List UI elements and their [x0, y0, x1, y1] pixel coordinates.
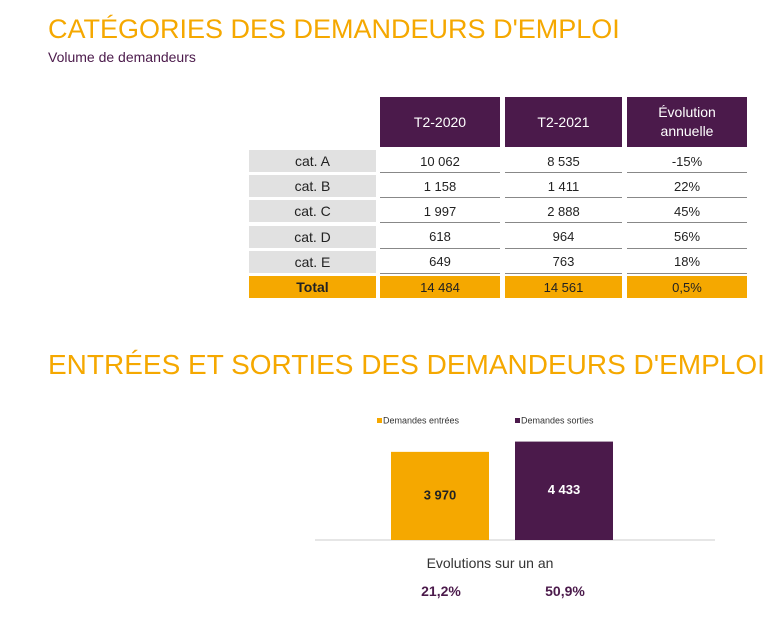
legend-label: Demandes sorties — [521, 415, 594, 425]
header-cell: T2-2021 — [505, 97, 622, 147]
total-cell: 14 484 — [380, 276, 500, 298]
row-label: cat. B — [249, 175, 376, 198]
row-label: cat. A — [249, 150, 376, 172]
data-cell: 8 535 — [505, 150, 622, 173]
chart: Demandes entrées 3 970 Demandes sorties 4 4… — [315, 415, 715, 541]
bar — [515, 441, 613, 540]
total-cell: 0,5% — [627, 276, 747, 298]
evolution-value: 21,2% — [421, 583, 461, 599]
value-label: 4 433 — [548, 482, 581, 497]
bar — [391, 451, 489, 540]
header-cell: Évolution annuelle — [627, 97, 747, 147]
total-label: Total — [249, 276, 376, 298]
row-label: cat. D — [249, 225, 376, 248]
legend-label: Demandes entrées — [383, 415, 460, 425]
section-title: CATÉGORIES DES DEMANDEURS D'EMPLOI — [48, 14, 620, 44]
subtitle: Volume de demandeurs — [48, 49, 196, 65]
data-cell: 2 888 — [505, 200, 622, 224]
data-cell: 22% — [627, 175, 747, 199]
data-cell: 1 997 — [380, 200, 500, 224]
evolution-title: Evolutions sur un an — [426, 555, 554, 571]
evolution-value: 50,9% — [545, 583, 585, 599]
section-title: ENTRÉES ET SORTIES DES DEMANDEURS D'EMPL… — [48, 349, 765, 380]
data-cell: 1 158 — [380, 175, 500, 199]
data-cell: 618 — [380, 226, 500, 249]
data-cell: -15% — [627, 150, 747, 173]
data-cell: 56% — [627, 226, 747, 249]
data-cell: 10 062 — [380, 150, 500, 173]
data-cell: 1 411 — [505, 175, 622, 199]
data-cell: 763 — [505, 251, 622, 274]
row-label: cat. C — [249, 200, 376, 223]
value-label: 3 970 — [424, 487, 457, 502]
data-cell: 649 — [380, 251, 500, 274]
total-cell: 14 561 — [505, 276, 622, 298]
row-label: cat. E — [249, 250, 376, 273]
data-cell: 18% — [627, 251, 747, 274]
legend-swatch — [515, 418, 520, 423]
data-cell: 964 — [505, 226, 622, 249]
legend-swatch — [377, 418, 382, 423]
data-cell: 45% — [627, 200, 747, 224]
header-cell: T2-2020 — [380, 97, 500, 147]
